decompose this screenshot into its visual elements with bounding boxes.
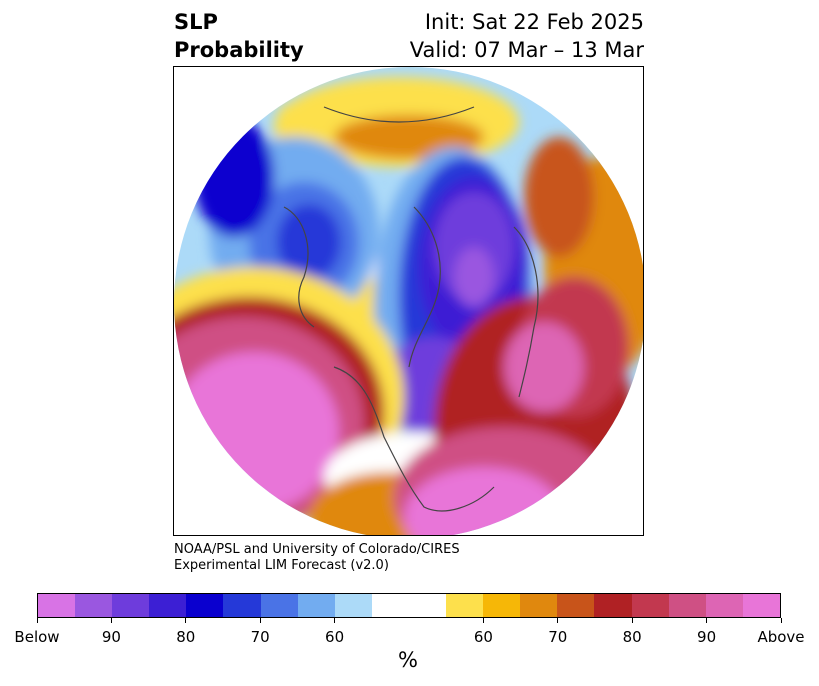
north-america-coast [333,366,495,512]
tick-above-80: 80 [622,628,642,646]
colorbar-segment [38,594,76,617]
credit-text: NOAA/PSL and University of Colorado/CIRE… [174,542,460,574]
tick-mark [780,618,782,623]
colorbar-segment [520,594,558,617]
coastlines [283,106,539,512]
tick-mark [557,618,559,623]
colorbar [37,593,781,618]
probability-map [174,67,643,535]
colorbar-segment [334,594,372,617]
tick-mark [110,618,112,623]
northwest-edge-below [194,117,274,237]
title-line-2: Probability [174,38,304,62]
colorbar-segment [557,594,595,617]
west-pacific-below-core [277,204,341,280]
colorbar-segment [483,594,521,617]
arctic-peak-below [454,247,494,307]
colorbar-segment [112,594,150,617]
tick-above-90: 90 [697,628,717,646]
colorbar-segment [149,594,187,617]
colorbar-segment [75,594,113,617]
credit-line-2: Experimental LIM Forecast (v2.0) [174,558,389,573]
europe-coast [513,226,539,398]
colorbar-segment [742,594,780,617]
north-atlantic-above-core [404,467,564,535]
tick-mark [706,618,708,623]
colorbar-segment [297,594,335,617]
tick-mark [631,618,633,623]
forecast-dates: Init: Sat 22 Feb 2025 Valid: 07 Mar – 13… [410,8,644,64]
colorbar-segment [631,594,669,617]
north-pacific-above-core [174,352,339,512]
map-panel [173,66,644,536]
tick-mark [185,618,187,623]
tick-below-80: 80 [176,628,196,646]
colorbar-segment [408,594,447,617]
tick-above-70: 70 [548,628,568,646]
credit-line-1: NOAA/PSL and University of Colorado/CIRE… [174,542,460,557]
tick-mark [36,618,38,623]
title-line-1: SLP [174,10,218,34]
tick-mark [334,618,336,623]
init-date: Init: Sat 22 Feb 2025 [424,10,644,34]
iberia-above-peak [504,322,584,412]
colorbar-segment [371,594,409,617]
tick-below-90: 90 [101,628,121,646]
east-asia-coast [283,206,315,328]
colorbar-segment [594,594,632,617]
colorbar-segment [186,594,224,617]
colorbar-segment [705,594,743,617]
siberia-coast [323,106,475,123]
tick-above-60: 60 [473,628,493,646]
tick-below-60: 60 [325,628,345,646]
valid-range: Valid: 07 Mar – 13 Mar [409,38,644,62]
scandinavia-above [524,137,594,257]
colorbar-segment [668,594,706,617]
colorbar-unit: % [398,648,418,672]
greenland-outline [408,206,441,368]
tick-below: Below [14,628,60,646]
tick-mark [482,618,484,623]
tick-above: Above [757,628,805,646]
map-title: SLP Probability [174,8,304,64]
tick-below-70: 70 [250,628,270,646]
colorbar-segment [260,594,298,617]
colorbar-segment [223,594,261,617]
colorbar-segment [446,594,484,617]
tick-mark [259,618,261,623]
